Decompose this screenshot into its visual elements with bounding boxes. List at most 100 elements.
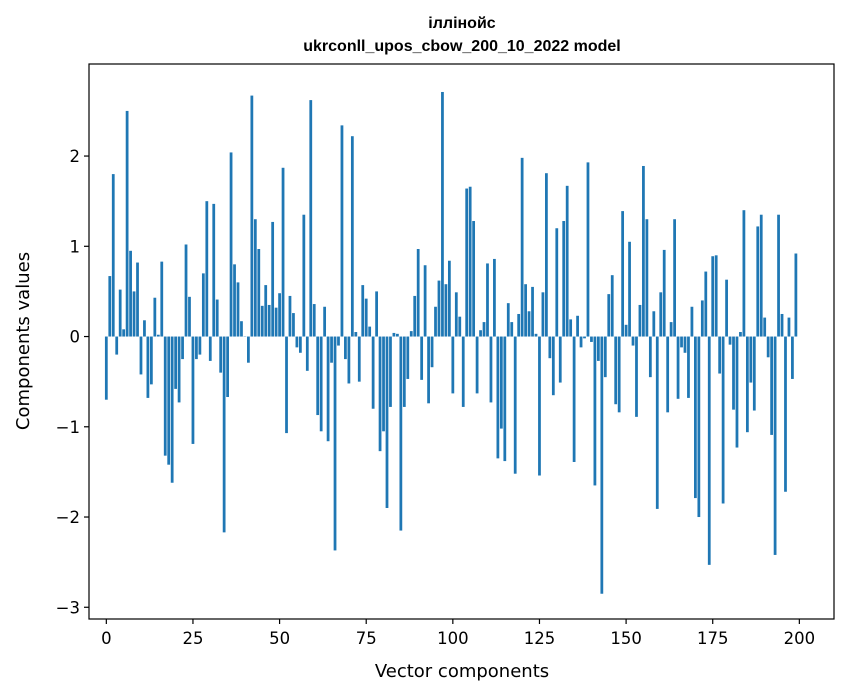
bar xyxy=(253,219,257,337)
bar xyxy=(666,336,670,413)
chart-title: іллінойс xyxy=(428,15,495,32)
bar xyxy=(766,336,770,358)
bar xyxy=(361,285,365,337)
bar xyxy=(115,336,119,355)
bar xyxy=(271,221,275,337)
y-tick-label: 1 xyxy=(70,237,81,256)
bar xyxy=(382,336,385,432)
bar xyxy=(725,279,728,337)
bar xyxy=(482,322,486,337)
bar xyxy=(524,284,527,337)
bar xyxy=(676,336,680,399)
bar xyxy=(596,336,600,361)
bar xyxy=(624,324,628,337)
bar xyxy=(181,336,184,360)
bar xyxy=(572,336,576,462)
bar xyxy=(215,299,219,337)
bar xyxy=(250,95,254,337)
bar xyxy=(635,336,638,417)
bar xyxy=(777,214,780,337)
bar xyxy=(240,321,243,337)
bar xyxy=(364,298,368,337)
bar xyxy=(745,336,749,433)
bar xyxy=(219,336,223,373)
bar xyxy=(212,203,216,337)
x-tick-label: 200 xyxy=(784,629,816,648)
x-tick-label: 75 xyxy=(356,629,377,648)
bar xyxy=(233,264,236,337)
bar xyxy=(368,326,372,337)
bar xyxy=(759,214,763,337)
bar xyxy=(441,91,444,337)
bar xyxy=(305,336,309,371)
bar xyxy=(104,336,108,400)
bar xyxy=(659,292,663,337)
bar xyxy=(749,336,753,383)
bar xyxy=(226,336,229,397)
bar xyxy=(763,317,767,337)
bar xyxy=(787,317,791,337)
bar xyxy=(167,336,171,465)
bar xyxy=(791,336,794,379)
bar xyxy=(143,320,146,337)
bar xyxy=(357,336,361,382)
bar xyxy=(298,336,302,353)
x-tick-label: 175 xyxy=(697,629,729,648)
bar xyxy=(430,336,434,368)
bar xyxy=(170,336,174,483)
bar xyxy=(770,336,774,435)
bar xyxy=(735,336,739,448)
bar xyxy=(139,336,143,375)
bar xyxy=(742,210,746,337)
bar xyxy=(371,336,375,409)
bar xyxy=(565,185,569,337)
bar xyxy=(794,253,798,337)
bar xyxy=(347,336,351,384)
bar xyxy=(773,336,777,555)
bar xyxy=(437,280,441,337)
bar xyxy=(458,316,462,337)
bar xyxy=(610,275,614,337)
bar xyxy=(337,336,340,346)
bar xyxy=(690,306,694,337)
bar xyxy=(780,313,784,337)
bar xyxy=(278,293,281,337)
bar xyxy=(399,336,403,531)
bar xyxy=(673,219,676,337)
bar xyxy=(517,313,521,337)
y-axis-ticks: −3 −2 −1 0 1 2 xyxy=(56,147,89,617)
bar xyxy=(590,336,593,342)
x-tick-label: 50 xyxy=(269,629,290,648)
bar xyxy=(479,330,482,337)
x-axis-label: Vector components xyxy=(375,661,549,682)
bar xyxy=(330,336,333,363)
bar xyxy=(631,336,635,346)
bar xyxy=(260,305,264,337)
bar xyxy=(136,262,139,337)
bar xyxy=(468,186,472,337)
x-tick-label: 125 xyxy=(524,629,556,648)
bar xyxy=(652,311,656,337)
y-tick-label: 0 xyxy=(70,328,81,347)
bar xyxy=(205,201,209,337)
bar xyxy=(184,244,188,337)
bar xyxy=(191,336,195,444)
bar xyxy=(704,271,708,337)
bar xyxy=(700,300,704,337)
bar xyxy=(195,336,198,360)
bar xyxy=(593,336,597,486)
bar xyxy=(510,322,514,337)
bar xyxy=(728,336,732,345)
bar xyxy=(718,336,722,374)
bar xyxy=(236,282,240,337)
bar xyxy=(545,173,548,337)
bar xyxy=(628,241,631,337)
x-tick-label: 100 xyxy=(437,629,469,648)
bar xyxy=(350,136,354,337)
bar xyxy=(638,304,642,337)
bar xyxy=(694,336,697,499)
bar xyxy=(292,313,295,337)
chart-subtitle: ukrconll_upos_cbow_200_10_2022 model xyxy=(303,38,620,55)
bar xyxy=(264,285,268,337)
bar xyxy=(499,336,503,429)
